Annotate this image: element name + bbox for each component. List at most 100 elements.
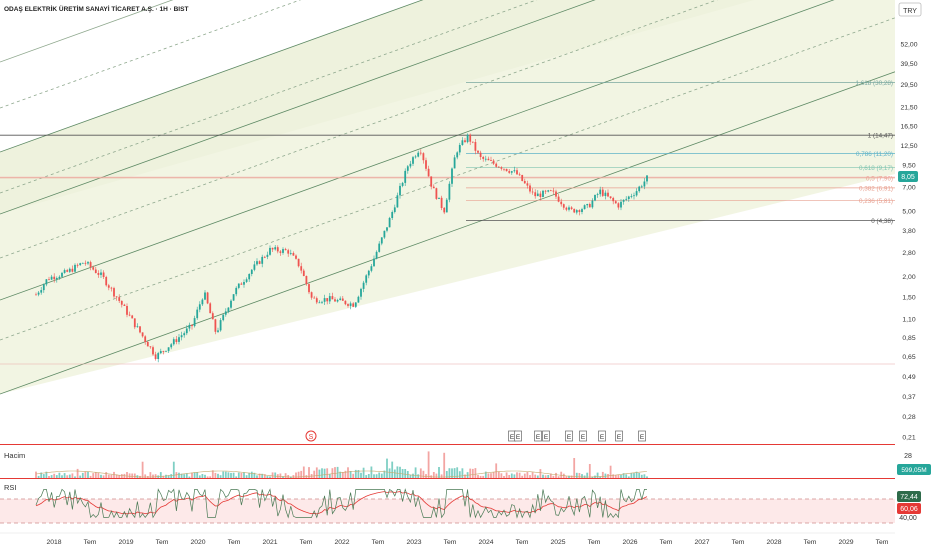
earnings-marker-icon[interactable] — [638, 430, 646, 442]
volume-bar — [334, 467, 336, 478]
time-tick-label: Tem — [228, 539, 241, 546]
candle-body — [266, 254, 269, 257]
volume-bar — [412, 473, 414, 478]
candle-body — [581, 209, 583, 212]
candle-body — [198, 304, 201, 310]
candle-body — [549, 190, 552, 192]
volume-bar — [167, 475, 170, 478]
volume-bar — [440, 474, 443, 478]
volume-bar — [94, 472, 97, 478]
volume-bar — [586, 472, 589, 478]
candle-body — [578, 210, 581, 212]
volume-bar — [438, 467, 440, 478]
price-tick-label: 0,37 — [902, 394, 915, 401]
earnings-marker-icon[interactable] — [534, 430, 542, 442]
candle-body — [284, 249, 287, 251]
candle-body — [318, 302, 321, 304]
earnings-marker-icon[interactable] — [542, 430, 550, 442]
earnings-marker-label: E — [567, 434, 572, 441]
volume-bar — [396, 466, 399, 478]
fib-level-label: 0,5 (7,96) — [866, 175, 893, 182]
volume-bar — [224, 471, 227, 478]
candle-body — [404, 170, 407, 183]
candle-body — [315, 298, 318, 303]
volume-bar — [211, 470, 214, 478]
volume-bar — [209, 476, 212, 478]
price-tick-label: 16,50 — [900, 123, 917, 130]
earnings-marker-icon[interactable] — [579, 430, 587, 442]
volume-bar — [269, 476, 271, 478]
candle-body — [513, 170, 516, 172]
earnings-marker-icon[interactable] — [514, 430, 522, 442]
time-tick-label: Tem — [516, 539, 529, 546]
candle-body — [544, 190, 547, 192]
volume-bar — [302, 466, 305, 478]
candle-body — [435, 188, 438, 199]
candle-body — [555, 191, 557, 197]
candle-body — [614, 201, 617, 204]
volume-bar — [542, 474, 544, 478]
candle-body — [133, 318, 136, 328]
time-tick-label: Tem — [876, 539, 889, 546]
time-tick-label: Tem — [660, 539, 673, 546]
candle-body — [443, 207, 446, 213]
volume-bar — [596, 472, 599, 478]
volume-bar — [568, 475, 570, 478]
earnings-marker-icon[interactable] — [598, 430, 606, 442]
volume-bar — [84, 471, 87, 478]
volume-bar — [409, 474, 412, 478]
volume-bar — [417, 474, 420, 478]
candle-body — [74, 264, 76, 272]
candle-body — [422, 153, 425, 161]
split-marker-icon[interactable] — [305, 430, 317, 442]
volume-bar — [547, 475, 550, 478]
candle-body — [149, 346, 152, 348]
candle-body — [438, 197, 440, 199]
volume-bar — [230, 472, 232, 478]
candle-body — [599, 189, 602, 195]
price-tick-label: 52,00 — [900, 42, 917, 49]
volume-bar — [633, 473, 635, 478]
price-tick-label: 0,49 — [902, 374, 915, 381]
earnings-marker-icon[interactable] — [615, 430, 623, 442]
volume-bar — [539, 469, 542, 478]
candle-body — [360, 288, 362, 297]
candle-body — [66, 270, 69, 272]
volume-bar — [643, 474, 646, 478]
currency-button[interactable] — [898, 2, 922, 17]
candle-body — [92, 267, 95, 270]
volume-bar — [617, 475, 620, 478]
candle-body — [201, 299, 204, 305]
volume-bar — [172, 461, 175, 478]
candle-body — [492, 160, 495, 164]
candle-body — [211, 313, 214, 320]
candle-body — [308, 284, 310, 293]
candle-body — [529, 185, 531, 192]
channel-line — [0, 71, 895, 395]
volume-bar — [250, 471, 253, 478]
candle-body — [300, 266, 303, 271]
candle-body — [326, 298, 329, 302]
price-tick-label: 29,50 — [900, 82, 917, 89]
candle-body — [570, 207, 573, 209]
volume-bar — [185, 473, 188, 478]
earnings-marker-icon[interactable] — [565, 430, 573, 442]
candle-body — [482, 157, 485, 159]
candle-body — [89, 262, 92, 268]
time-tick-label: Tem — [588, 539, 601, 546]
candle-body — [222, 314, 225, 321]
candle-body — [466, 134, 469, 143]
candle-body — [347, 304, 349, 306]
volume-bar — [341, 472, 344, 478]
volume-bar — [581, 474, 583, 478]
volume-bar — [557, 476, 560, 478]
candle-body — [409, 163, 412, 167]
volume-bar — [165, 474, 167, 478]
candle-body — [487, 158, 490, 161]
candle-body — [588, 204, 591, 208]
volume-bar — [55, 475, 58, 478]
volume-bar — [555, 472, 557, 478]
candle-body — [61, 272, 63, 277]
time-tick-label: Tem — [84, 539, 97, 546]
